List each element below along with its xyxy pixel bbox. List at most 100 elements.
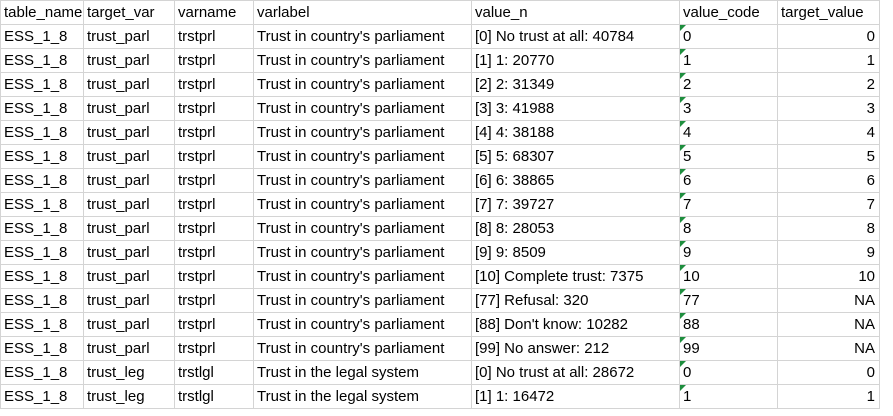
table-cell[interactable]: Trust in the legal system <box>254 385 472 409</box>
table-cell[interactable]: ESS_1_8 <box>1 193 84 217</box>
table-cell[interactable]: ESS_1_8 <box>1 121 84 145</box>
table-cell[interactable]: 5 <box>778 145 880 169</box>
table-cell[interactable]: 10 <box>778 265 880 289</box>
table-cell[interactable]: 4 <box>680 121 778 145</box>
table-cell[interactable]: Trust in country's parliament <box>254 217 472 241</box>
table-cell[interactable]: ESS_1_8 <box>1 313 84 337</box>
table-cell[interactable]: 2 <box>778 73 880 97</box>
table-cell[interactable]: trust_parl <box>84 241 175 265</box>
table-cell[interactable]: 1 <box>778 385 880 409</box>
table-cell[interactable]: [88] Don't know: 10282 <box>472 313 680 337</box>
table-cell[interactable]: ESS_1_8 <box>1 337 84 361</box>
table-cell[interactable]: [77] Refusal: 320 <box>472 289 680 313</box>
column-header-0[interactable]: table_name <box>1 1 84 25</box>
table-cell[interactable]: trust_parl <box>84 265 175 289</box>
table-cell[interactable]: [10] Complete trust: 7375 <box>472 265 680 289</box>
table-cell[interactable]: trstlgl <box>175 361 254 385</box>
table-cell[interactable]: Trust in country's parliament <box>254 49 472 73</box>
table-cell[interactable]: 8 <box>680 217 778 241</box>
table-cell[interactable]: ESS_1_8 <box>1 289 84 313</box>
table-cell[interactable]: [1] 1: 16472 <box>472 385 680 409</box>
table-cell[interactable]: Trust in country's parliament <box>254 169 472 193</box>
table-cell[interactable]: 3 <box>778 97 880 121</box>
table-cell[interactable]: [0] No trust at all: 28672 <box>472 361 680 385</box>
column-header-4[interactable]: value_n <box>472 1 680 25</box>
table-cell[interactable]: ESS_1_8 <box>1 145 84 169</box>
table-cell[interactable]: trust_parl <box>84 169 175 193</box>
table-cell[interactable]: ESS_1_8 <box>1 217 84 241</box>
table-cell[interactable]: 0 <box>680 25 778 49</box>
table-cell[interactable]: trstprl <box>175 25 254 49</box>
table-cell[interactable]: 99 <box>680 337 778 361</box>
table-cell[interactable]: NA <box>778 337 880 361</box>
table-cell[interactable]: trust_parl <box>84 145 175 169</box>
table-cell[interactable]: Trust in country's parliament <box>254 241 472 265</box>
table-cell[interactable]: ESS_1_8 <box>1 265 84 289</box>
table-cell[interactable]: ESS_1_8 <box>1 97 84 121</box>
table-cell[interactable]: [0] No trust at all: 40784 <box>472 25 680 49</box>
table-cell[interactable]: 6 <box>778 169 880 193</box>
table-cell[interactable]: Trust in country's parliament <box>254 313 472 337</box>
table-cell[interactable]: trstprl <box>175 337 254 361</box>
table-cell[interactable]: trust_parl <box>84 49 175 73</box>
table-cell[interactable]: trstprl <box>175 193 254 217</box>
table-cell[interactable]: 88 <box>680 313 778 337</box>
table-cell[interactable]: Trust in country's parliament <box>254 193 472 217</box>
table-cell[interactable]: ESS_1_8 <box>1 241 84 265</box>
table-cell[interactable]: 5 <box>680 145 778 169</box>
table-cell[interactable]: [7] 7: 39727 <box>472 193 680 217</box>
table-cell[interactable]: trstprl <box>175 169 254 193</box>
table-cell[interactable]: Trust in country's parliament <box>254 97 472 121</box>
table-cell[interactable]: 6 <box>680 169 778 193</box>
table-cell[interactable]: Trust in country's parliament <box>254 121 472 145</box>
table-cell[interactable]: trstprl <box>175 289 254 313</box>
table-cell[interactable]: 8 <box>778 217 880 241</box>
table-cell[interactable]: [5] 5: 68307 <box>472 145 680 169</box>
table-cell[interactable]: 2 <box>680 73 778 97</box>
table-cell[interactable]: 9 <box>778 241 880 265</box>
column-header-3[interactable]: varlabel <box>254 1 472 25</box>
table-cell[interactable]: Trust in the legal system <box>254 361 472 385</box>
table-cell[interactable]: 0 <box>778 361 880 385</box>
table-cell[interactable]: trstprl <box>175 49 254 73</box>
table-cell[interactable]: 1 <box>778 49 880 73</box>
table-cell[interactable]: trstprl <box>175 73 254 97</box>
table-cell[interactable]: trust_parl <box>84 217 175 241</box>
table-cell[interactable]: trstprl <box>175 265 254 289</box>
table-cell[interactable]: ESS_1_8 <box>1 73 84 97</box>
table-cell[interactable]: 4 <box>778 121 880 145</box>
table-cell[interactable]: [6] 6: 38865 <box>472 169 680 193</box>
table-cell[interactable]: [4] 4: 38188 <box>472 121 680 145</box>
table-cell[interactable]: [99] No answer: 212 <box>472 337 680 361</box>
table-cell[interactable]: 7 <box>778 193 880 217</box>
table-cell[interactable]: 3 <box>680 97 778 121</box>
table-cell[interactable]: trust_parl <box>84 337 175 361</box>
table-cell[interactable]: Trust in country's parliament <box>254 73 472 97</box>
table-cell[interactable]: trust_parl <box>84 289 175 313</box>
table-cell[interactable]: trust_parl <box>84 25 175 49</box>
table-cell[interactable]: 9 <box>680 241 778 265</box>
table-cell[interactable]: [3] 3: 41988 <box>472 97 680 121</box>
table-cell[interactable]: [8] 8: 28053 <box>472 217 680 241</box>
table-cell[interactable]: ESS_1_8 <box>1 385 84 409</box>
column-header-1[interactable]: target_var <box>84 1 175 25</box>
table-cell[interactable]: 0 <box>778 25 880 49</box>
table-cell[interactable]: trstprl <box>175 217 254 241</box>
table-cell[interactable]: [2] 2: 31349 <box>472 73 680 97</box>
table-cell[interactable]: Trust in country's parliament <box>254 289 472 313</box>
table-cell[interactable]: trust_parl <box>84 121 175 145</box>
table-cell[interactable]: trstprl <box>175 121 254 145</box>
table-cell[interactable]: trstprl <box>175 313 254 337</box>
table-cell[interactable]: Trust in country's parliament <box>254 337 472 361</box>
table-cell[interactable]: trust_parl <box>84 313 175 337</box>
table-cell[interactable]: ESS_1_8 <box>1 361 84 385</box>
table-cell[interactable]: Trust in country's parliament <box>254 145 472 169</box>
table-cell[interactable]: Trust in country's parliament <box>254 265 472 289</box>
table-cell[interactable]: 1 <box>680 49 778 73</box>
table-cell[interactable]: NA <box>778 289 880 313</box>
table-cell[interactable]: 10 <box>680 265 778 289</box>
table-cell[interactable]: 7 <box>680 193 778 217</box>
column-header-5[interactable]: value_code <box>680 1 778 25</box>
table-cell[interactable]: trust_leg <box>84 361 175 385</box>
table-cell[interactable]: ESS_1_8 <box>1 169 84 193</box>
